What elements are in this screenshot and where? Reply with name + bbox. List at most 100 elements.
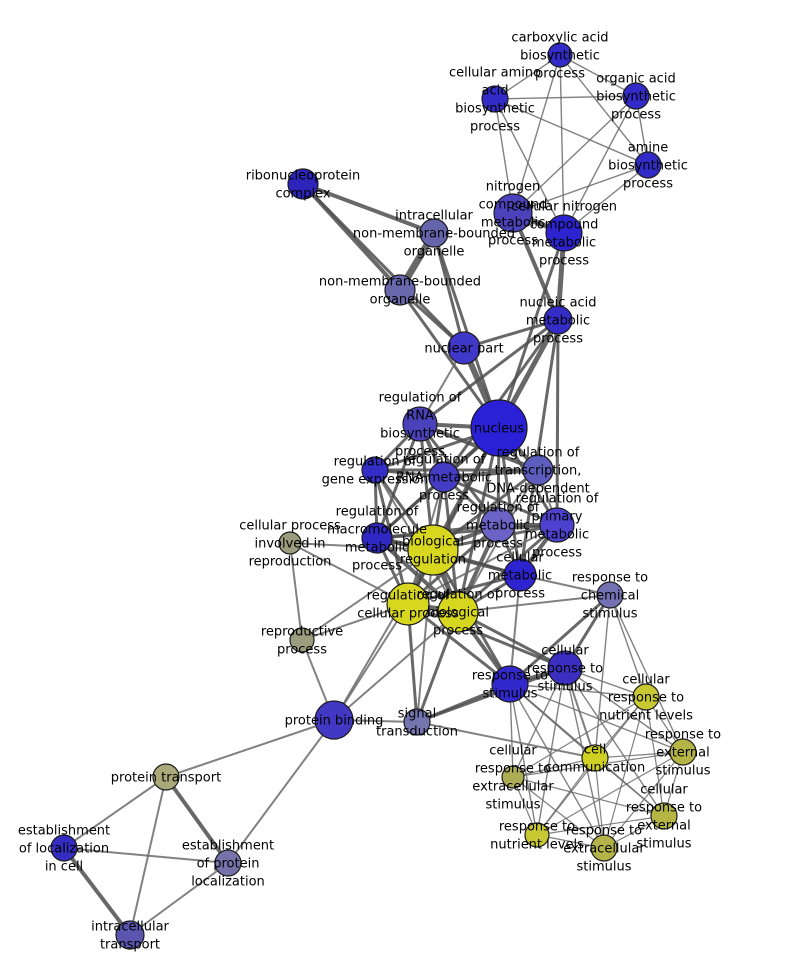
node-ribonucleoprotein[interactable] — [287, 168, 319, 200]
node-carb-acid-biosyn[interactable] — [547, 42, 573, 68]
edge-resp-chemical--cell-communication — [594, 594, 611, 759]
node-biological-reg[interactable] — [407, 524, 459, 576]
node-reg-bio-process[interactable] — [437, 591, 479, 633]
node-nitrogen-met[interactable] — [493, 193, 533, 233]
edge-resp-chemical--resp-stimulus — [509, 593, 611, 686]
edge-estab-local-cell--intra-transport — [62, 846, 132, 937]
edge-cell-resp-stimulus--reg-cell-process — [407, 602, 566, 670]
edge-estab-local-cell--estab-protein-local — [63, 847, 229, 864]
edge-nucleus--reg-bio-process — [456, 427, 501, 613]
edge-cell-communication--resp-extracell — [594, 757, 605, 849]
node-cell-resp-stimulus[interactable] — [547, 650, 583, 686]
node-resp-extracell[interactable] — [590, 834, 618, 862]
edge-org-acid-biosyn--nitrogen-met — [512, 95, 637, 214]
node-cell-nitrogen-met[interactable] — [545, 214, 583, 252]
edge-protein-binding--reg-bio-process — [333, 611, 459, 721]
edge-resp-external--resp-extracell — [603, 751, 684, 849]
edge-cell-communication--cell-resp-external — [594, 757, 665, 817]
node-nuclear-part[interactable] — [447, 331, 481, 365]
edge-resp-stimulus--resp-nutrient — [509, 683, 538, 836]
node-estab-local-cell[interactable] — [50, 834, 78, 862]
labels-layer: carboxylic acid biosynthetic processcellul… — [18, 31, 721, 953]
node-protein-transport[interactable] — [152, 763, 180, 791]
edge-cell-amino-biosyn--amine-biosyn — [494, 98, 649, 166]
edge-resp-chemical--resp-external — [609, 594, 684, 753]
edge-cell-resp-extracell--cell-resp-external — [512, 776, 665, 817]
edge-reg-rna-met--reg-primary-met — [443, 475, 558, 527]
node-cell-met[interactable] — [503, 558, 537, 592]
node-resp-external[interactable] — [669, 738, 697, 766]
edge-resp-stimulus--resp-extracell — [509, 683, 605, 849]
edge-nucleic-acid-met--reg-rna-met — [442, 319, 560, 478]
node-nucleic-acid-met[interactable] — [543, 305, 573, 335]
edge-cell-resp-stimulus--cell-resp-external — [564, 667, 665, 817]
edge-resp-stimulus--resp-external — [509, 683, 684, 753]
edge-cell-communication--cell-resp-extracell — [512, 757, 596, 778]
node-intra-nmb-organelle[interactable] — [419, 218, 449, 248]
edge-repro-process--biological-reg — [301, 549, 434, 641]
node-resp-stimulus[interactable] — [491, 665, 529, 703]
node-cell-resp-external[interactable] — [650, 802, 678, 830]
node-nucleus[interactable] — [470, 399, 528, 457]
edge-reg-rna-biosyn--reg-macromol-met — [375, 423, 422, 539]
node-resp-chemical[interactable] — [596, 581, 624, 609]
node-signal-transduction[interactable] — [403, 708, 431, 736]
edge-signal-transduction--biological-reg — [416, 549, 434, 723]
node-reg-rna-biosyn[interactable] — [402, 406, 438, 442]
edge-cell-resp-nutrient--resp-extracell — [603, 696, 647, 849]
edge-protein-transport--estab-protein-local — [164, 775, 230, 865]
edge-cell-resp-external--resp-nutrient — [536, 815, 665, 836]
node-cell-proc-repro[interactable] — [278, 531, 302, 555]
node-intra-transport[interactable] — [115, 920, 145, 950]
nodes-layer — [50, 42, 697, 950]
node-reg-cell-process[interactable] — [386, 582, 430, 626]
edge-cell-communication--resp-nutrient — [536, 757, 596, 836]
edge-cell-resp-stimulus--resp-nutrient — [536, 667, 566, 836]
node-cell-amino-biosyn[interactable] — [481, 85, 509, 113]
edge-cell-resp-nutrient--cell-resp-extracell — [512, 696, 647, 778]
node-cell-resp-extracell[interactable] — [501, 765, 525, 789]
node-reg-met[interactable] — [480, 507, 516, 543]
edge-resp-external--cell-communication — [594, 751, 684, 759]
node-protein-binding[interactable] — [314, 700, 354, 740]
edge-cell-resp-stimulus--cell-resp-extracell — [512, 667, 566, 778]
node-reg-primary-met[interactable] — [539, 507, 575, 543]
edge-protein-binding--estab-protein-local — [227, 719, 335, 864]
edge-nucleic-acid-met--reg-primary-met — [555, 319, 560, 526]
edge-ribonucleoprotein--intra-nmb-organelle — [302, 182, 435, 235]
node-reg-gene-expr[interactable] — [361, 456, 389, 484]
node-org-acid-biosyn[interactable] — [622, 82, 650, 110]
edge-cell-amino-biosyn--org-acid-biosyn — [494, 95, 637, 100]
edge-resp-external--resp-nutrient — [536, 751, 684, 836]
edges-layer — [62, 54, 684, 937]
node-cell-resp-nutrient[interactable] — [632, 683, 660, 711]
node-repro-process[interactable] — [289, 627, 315, 653]
edge-cell-resp-extracell--resp-extracell — [512, 776, 605, 849]
node-reg-macromol-met[interactable] — [361, 522, 393, 554]
edge-resp-chemical--cell-resp-nutrient — [609, 594, 647, 698]
edge-protein-binding--biological-reg — [333, 549, 434, 721]
edge-resp-chemical--reg-bio-process — [457, 594, 611, 613]
edge-carb-acid-biosyn--amine-biosyn — [559, 54, 649, 166]
edge-reg-macromol-met--reg-primary-met — [376, 523, 558, 540]
node-cell-communication[interactable] — [581, 744, 609, 772]
edge-amine-biosyn--nitrogen-met — [512, 164, 649, 214]
edge-org-acid-biosyn--cell-nitrogen-met — [563, 95, 637, 234]
edge-estab-protein-local--intra-transport — [129, 862, 229, 936]
edge-protein-binding--protein-transport — [165, 719, 335, 778]
edge-cell-amino-biosyn--cell-nitrogen-met — [494, 98, 565, 234]
node-amine-biosyn[interactable] — [634, 151, 662, 179]
edge-carb-acid-biosyn--cell-nitrogen-met — [559, 54, 565, 234]
edge-intra-nmb-organelle--nucleus — [432, 232, 501, 429]
node-reg-rna-met[interactable] — [428, 461, 460, 493]
node-nmb-organelle[interactable] — [384, 274, 416, 306]
node-resp-nutrient[interactable] — [524, 822, 550, 848]
edge-cell-proc-repro--repro-process — [289, 542, 303, 641]
node-reg-transcription[interactable] — [522, 454, 554, 486]
edge-cell-resp-stimulus--signal-transduction — [416, 666, 566, 724]
edge-resp-stimulus--reg-cell-process — [407, 602, 511, 686]
edge-carb-acid-biosyn--nitrogen-met — [512, 54, 561, 214]
node-estab-protein-local[interactable] — [214, 849, 242, 877]
